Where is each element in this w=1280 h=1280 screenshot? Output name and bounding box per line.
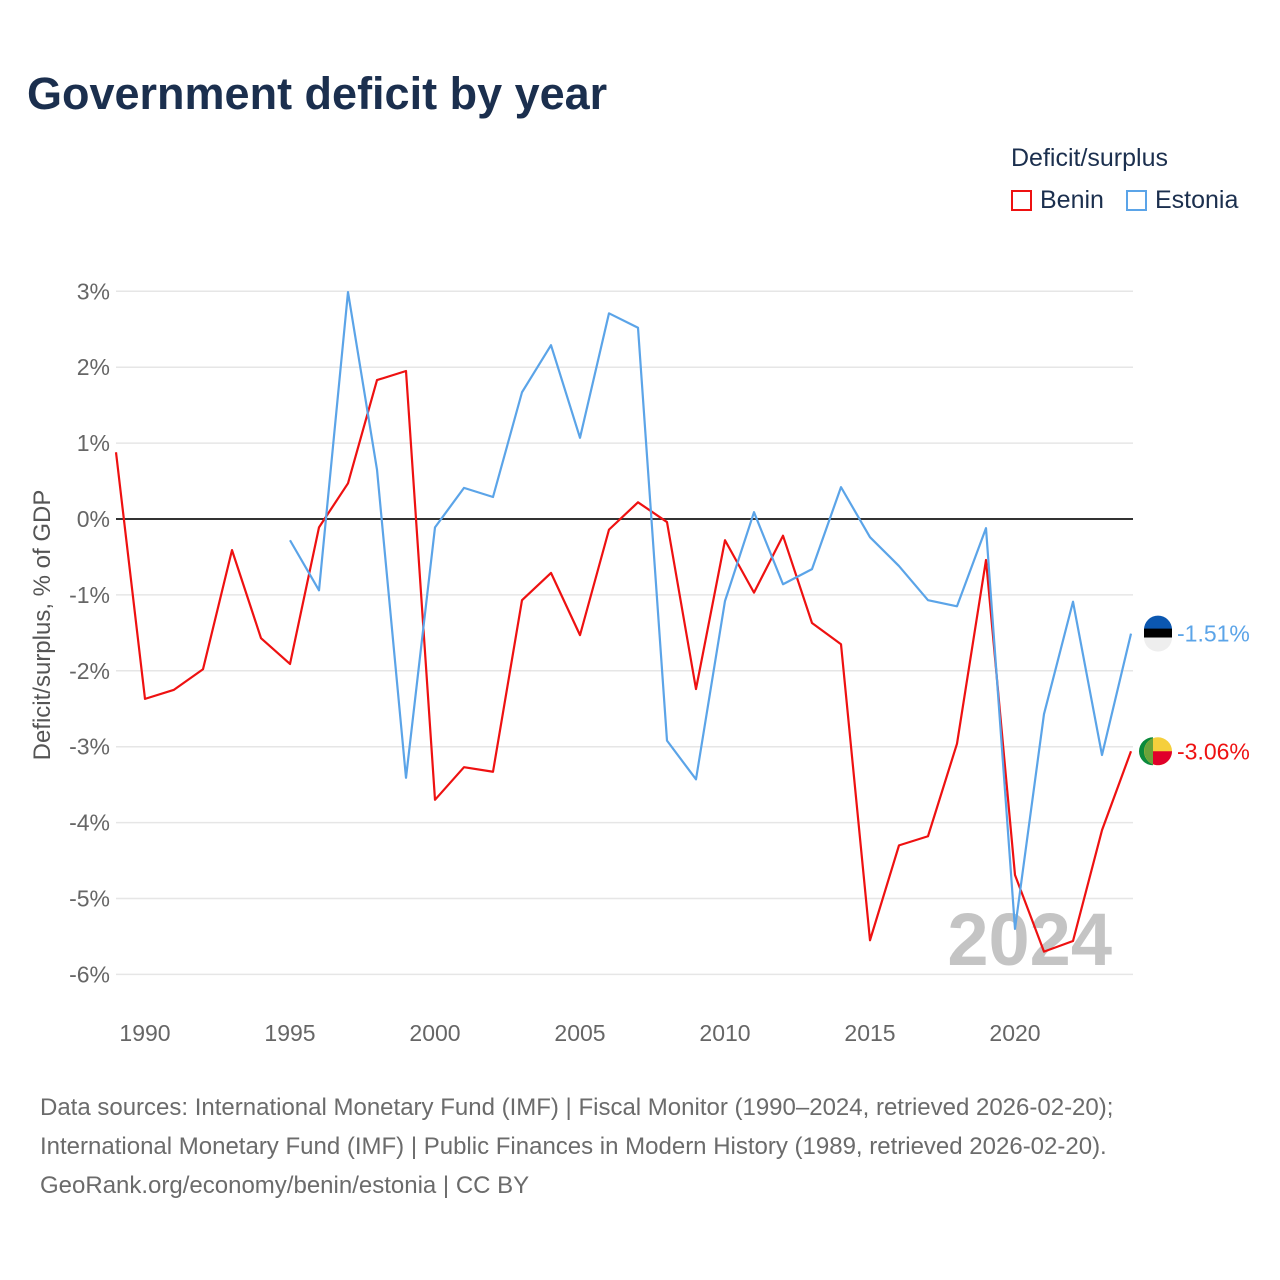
legend-title: Deficit/surplus: [1011, 144, 1168, 172]
y-tick-label: -4%: [69, 810, 110, 836]
series-line-benin: [114, 369, 1133, 953]
flag-stripe: [1144, 615, 1172, 630]
y-tick-label: 1%: [77, 430, 110, 456]
y-tick-label: 2%: [77, 354, 110, 380]
x-tick-label: 2005: [554, 1020, 605, 1046]
x-tick-label: 2010: [699, 1020, 750, 1046]
watermark-year: 2024: [947, 898, 1112, 981]
chart-title: Government deficit by year: [27, 68, 608, 119]
legend-swatch: [1126, 190, 1147, 211]
y-tick-label: -1%: [69, 582, 110, 608]
end-label-benin: -3.06%: [1177, 738, 1250, 764]
x-tick-label: 2015: [844, 1020, 895, 1046]
source-line: International Monetary Fund (IMF) | Publ…: [40, 1133, 1107, 1160]
end-label-estonia: -1.51%: [1177, 621, 1250, 647]
source-link[interactable]: GeoRank.org/economy/benin/estonia | CC B…: [40, 1172, 530, 1199]
y-tick-label: 3%: [77, 278, 110, 304]
source-line: Data sources: International Monetary Fun…: [40, 1094, 1114, 1121]
y-axis-label: Deficit/surplus, % of GDP: [29, 490, 56, 761]
legend-item-benin[interactable]: Benin: [1011, 186, 1104, 215]
legend-label: Estonia: [1155, 186, 1239, 214]
flag-icon-benin: [1139, 737, 1172, 766]
y-tick-label: -3%: [69, 734, 110, 760]
x-tick-label: 2000: [409, 1020, 460, 1046]
legend-label: Benin: [1040, 186, 1104, 214]
series-line-estonia: [289, 290, 1133, 930]
x-tick-label: 2020: [989, 1020, 1040, 1046]
legend-item-estonia[interactable]: Estonia: [1126, 186, 1238, 215]
flag-stripe: [1144, 637, 1172, 652]
flag-stripe: [1144, 738, 1153, 765]
x-tick-label: 1990: [119, 1020, 170, 1046]
x-tick-label: 1995: [264, 1020, 315, 1046]
flag-icon-estonia: [1144, 615, 1172, 652]
y-tick-label: 0%: [77, 506, 110, 532]
y-tick-label: -5%: [69, 886, 110, 912]
y-tick-label: -2%: [69, 658, 110, 684]
flag-stripe: [1153, 751, 1172, 766]
footer: Data sources: International Monetary Fun…: [40, 1088, 1113, 1205]
legend-swatch: [1011, 190, 1032, 211]
y-tick-label: -6%: [69, 961, 110, 987]
flag-stripe: [1144, 628, 1172, 638]
